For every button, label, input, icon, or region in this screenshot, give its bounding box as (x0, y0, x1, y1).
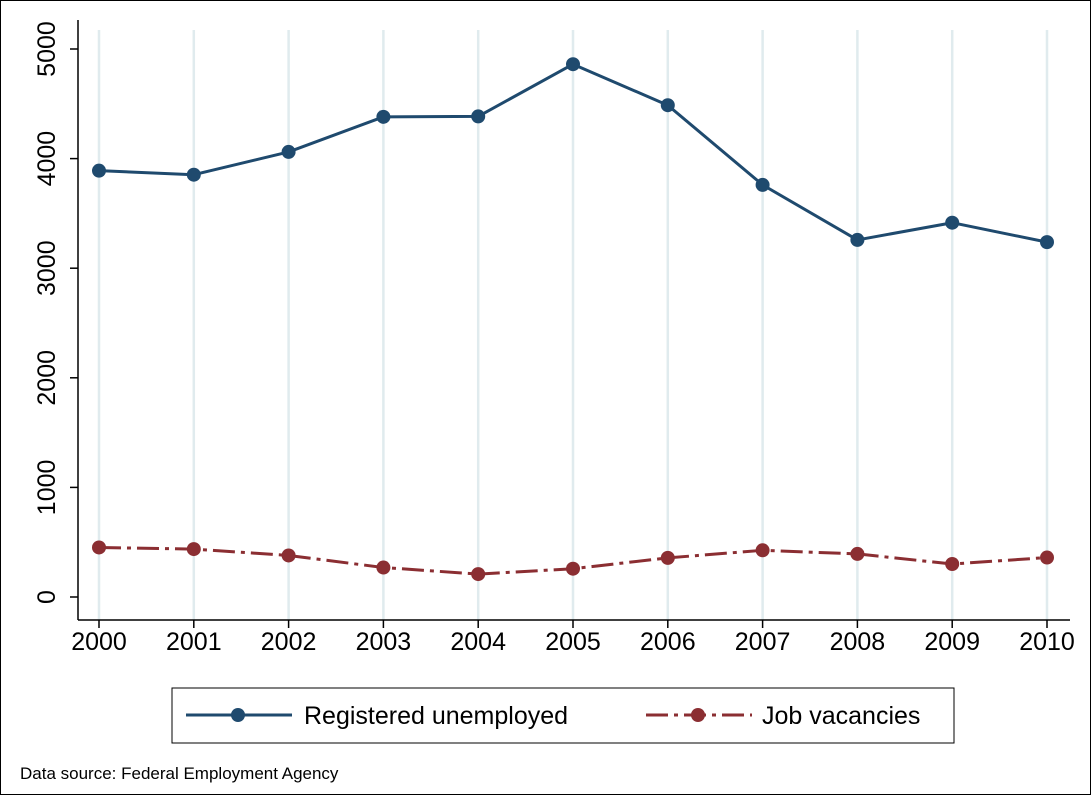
y-tick-label-5000: 5000 (33, 21, 61, 77)
y-axis-ticks: 0 1000 2000 3000 4000 5000 (33, 21, 78, 604)
data-point-registered-unemployed-2002 (281, 144, 296, 159)
series-job-vacancies (92, 540, 1054, 582)
y-tick-label-3000: 3000 (33, 240, 61, 296)
data-point-job-vacancies-2009 (945, 557, 960, 572)
x-tick-label-2007: 2007 (735, 628, 791, 656)
data-point-registered-unemployed-2006 (660, 98, 675, 113)
x-tick-label-2001: 2001 (166, 628, 222, 656)
y-tick-label-2000: 2000 (33, 350, 61, 406)
x-tick-label-2003: 2003 (356, 628, 412, 656)
y-tick-label-4000: 4000 (33, 131, 61, 187)
data-point-job-vacancies-2004 (471, 567, 486, 582)
data-point-job-vacancies-2007 (755, 543, 770, 558)
x-tick-label-2002: 2002 (261, 628, 317, 656)
data-point-registered-unemployed-2008 (850, 232, 865, 247)
x-tick-label-2010: 2010 (1019, 628, 1075, 656)
data-point-job-vacancies-2003 (376, 560, 391, 575)
data-point-registered-unemployed-2010 (1040, 235, 1054, 250)
legend-item-job-vacancies: Job vacancies (646, 702, 920, 730)
x-tick-label-2008: 2008 (830, 628, 886, 656)
legend-label-job-vacancies: Job vacancies (762, 702, 920, 730)
data-point-job-vacancies-2000 (92, 540, 106, 555)
x-tick-label-2000: 2000 (71, 628, 127, 656)
data-point-job-vacancies-2006 (660, 550, 675, 565)
data-point-registered-unemployed-2001 (186, 167, 201, 182)
legend: Registered unemployed Job vacancies (171, 687, 955, 744)
legend-marker-job-vacancies (691, 708, 705, 722)
data-point-job-vacancies-2002 (281, 548, 296, 563)
data-point-job-vacancies-2005 (566, 561, 580, 576)
y-tick-label-1000: 1000 (33, 460, 61, 516)
x-tick-label-2009: 2009 (924, 628, 980, 656)
data-point-registered-unemployed-2007 (755, 177, 770, 192)
series-registered-unemployed (92, 57, 1054, 250)
data-point-registered-unemployed-2004 (471, 109, 486, 124)
data-point-registered-unemployed-2000 (92, 163, 106, 178)
data-point-registered-unemployed-2005 (566, 57, 580, 72)
x-tick-label-2004: 2004 (450, 628, 506, 656)
legend-marker-registered-unemployed (231, 708, 245, 722)
legend-label-registered-unemployed: Registered unemployed (304, 702, 568, 730)
data-point-registered-unemployed-2009 (945, 215, 960, 230)
gridlines (97, 30, 1049, 620)
data-point-job-vacancies-2010 (1040, 550, 1054, 565)
data-point-job-vacancies-2008 (850, 546, 865, 561)
data-point-registered-unemployed-2003 (376, 109, 391, 124)
data-point-job-vacancies-2001 (186, 542, 201, 557)
x-axis-ticks: 2000 2001 2002 2003 2004 2005 2006 2007 2008 2009… (71, 620, 1075, 656)
series (92, 57, 1054, 582)
legend-item-registered-unemployed: Registered unemployed (186, 702, 568, 730)
axes (77, 20, 1070, 621)
x-tick-label-2005: 2005 (545, 628, 601, 656)
y-tick-label-0: 0 (33, 590, 61, 604)
data-source-note: Data source: Federal Employment Agency (20, 764, 339, 783)
x-tick-label-2006: 2006 (640, 628, 696, 656)
legend-box (171, 687, 955, 744)
